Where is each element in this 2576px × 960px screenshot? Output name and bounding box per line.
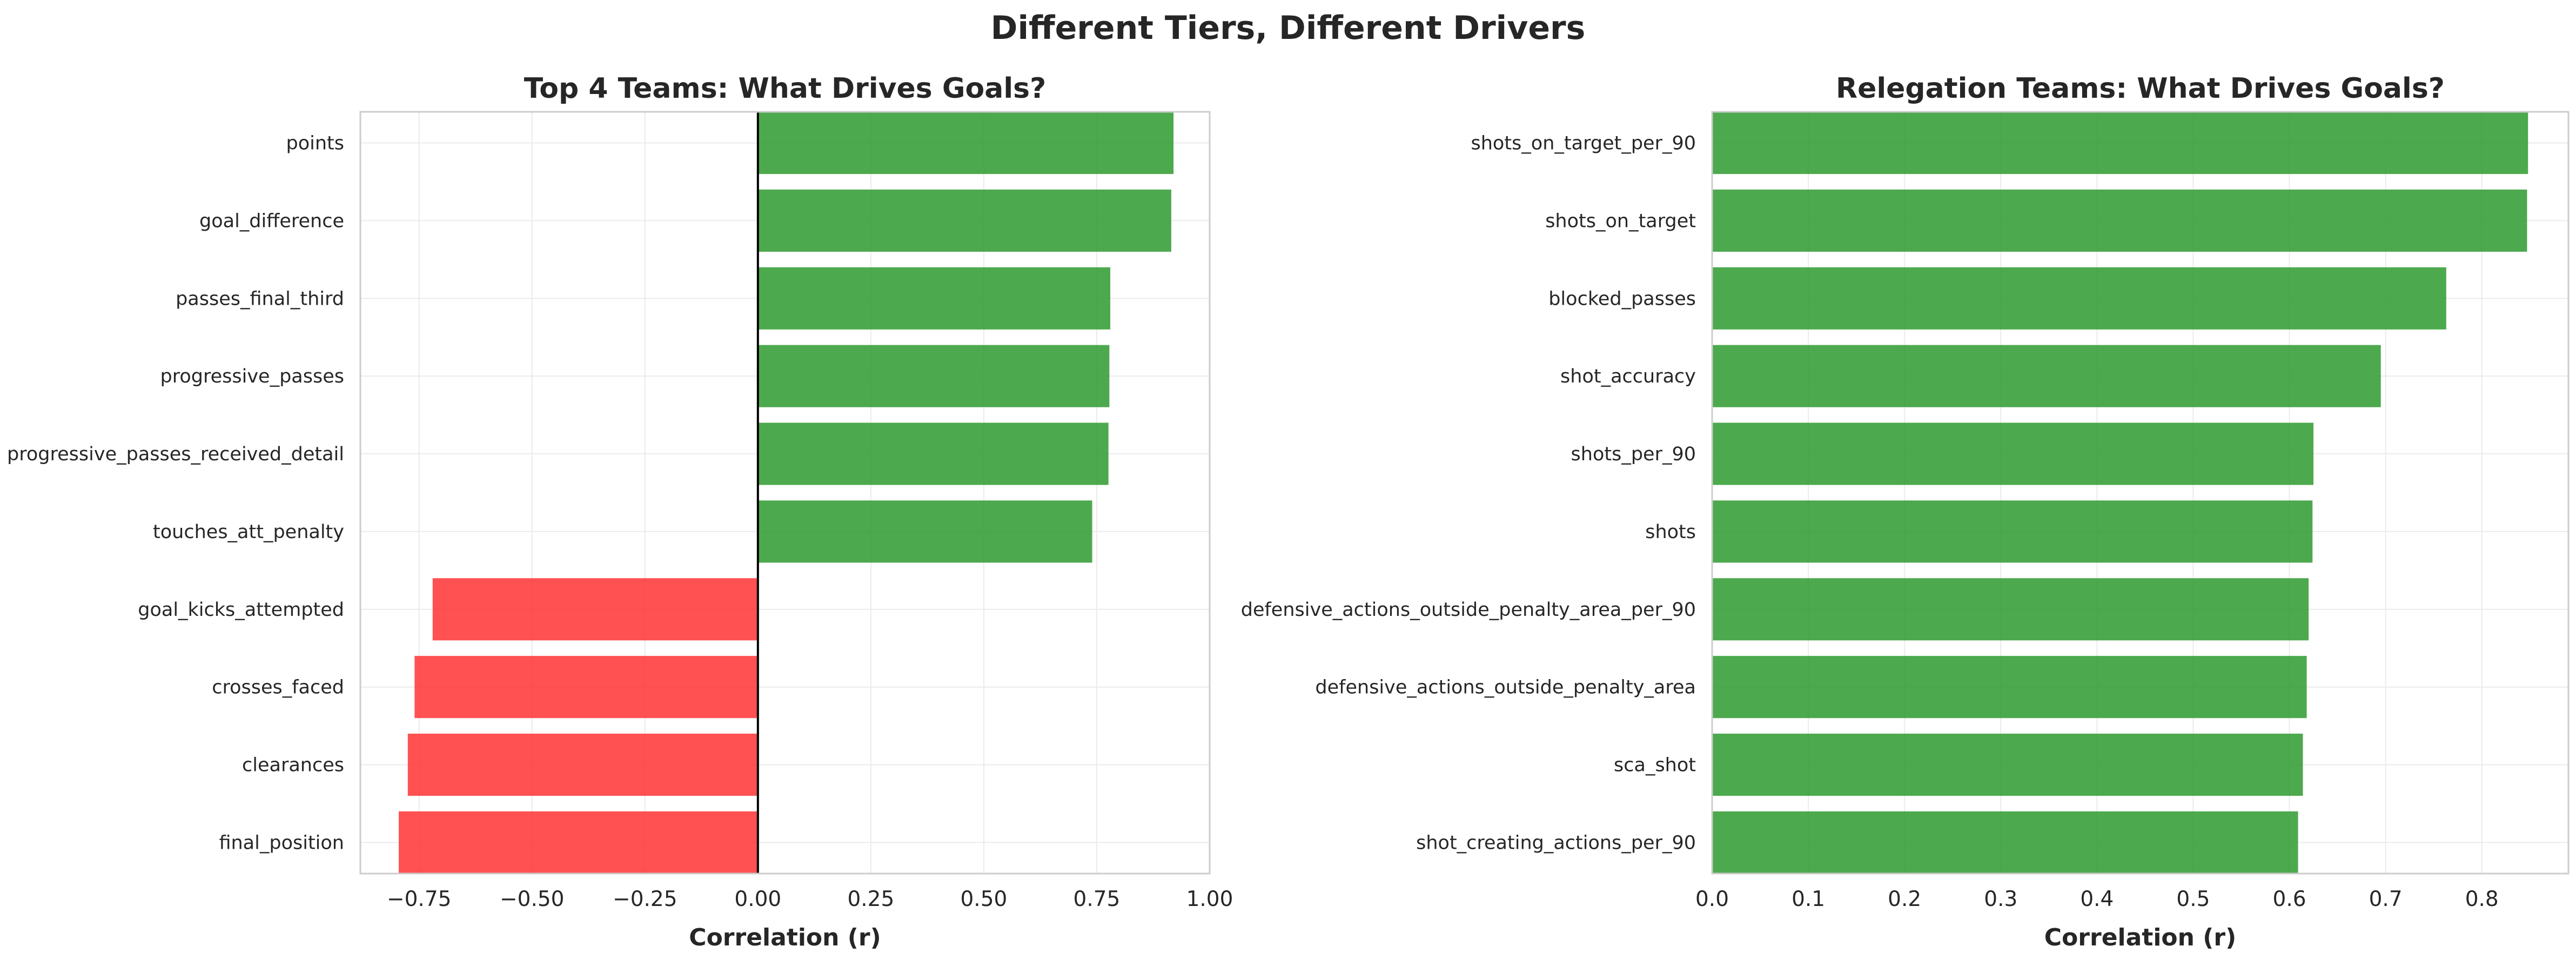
relegation-xtick-label-5: 0.5 [2176,887,2210,911]
top4-xtick-label-6: 0.75 [1074,887,1121,911]
top4-xtick-label-0: −0.75 [387,887,452,911]
top4-xtick-label-5: 0.50 [960,887,1007,911]
top4-ytick-label-2: passes_final_third [176,288,344,310]
top4-ytick-label-4: progressive_passes_received_detail [7,444,344,465]
top4-xtick-label-3: 0.00 [734,887,781,911]
top4-bar-points [757,112,1174,174]
relegation-plot-frame [1711,111,2570,875]
relegation-bar-sca_shot [1712,734,2303,796]
relegation-ytick-label-4: shots_per_90 [1571,444,1696,465]
top4-bar-goal_kicks_attempted [432,578,758,641]
relegation-chart-panel: Relegation Teams: What Drives Goals? shot… [1241,72,2570,951]
relegation-bar-defensive_actions_outside_penalty_area [1712,656,2307,719]
relegation-bar-shots_per_90 [1712,422,2314,485]
relegation-xtick-label-1: 0.1 [1792,887,1825,911]
relegation-xtick-label-6: 0.6 [2273,887,2306,911]
top4-ytick-label-1: goal_difference [199,210,344,232]
top4-ytick-label-8: clearances [242,755,344,776]
relegation-chart-title: Relegation Teams: What Drives Goals? [1836,72,2445,105]
relegation-bar-shot_accuracy [1712,345,2381,407]
top4-plot-frame [359,111,1211,875]
relegation-xtick-label-8: 0.8 [2465,887,2499,911]
top4-ytick-label-7: crosses_faced [212,677,344,699]
top4-bar-goal_difference [757,189,1171,252]
top4-ytick-label-3: progressive_passes [160,366,344,387]
top4-chart-panel: Top 4 Teams: What Drives Goals? points goa… [7,72,1233,951]
relegation-bar-shot_creating_actions_per_90 [1712,811,2298,874]
top4-bar-touches_att_penalty [757,500,1092,563]
top4-bar-clearances [407,734,758,796]
figure-title: Different Tiers, Different Drivers [991,9,1586,47]
relegation-ytick-label-7: defensive_actions_outside_penalty_area [1315,677,1696,699]
top4-bar-progressive_passes_received_detail [757,422,1109,485]
top4-xtick-label-1: −0.50 [500,887,565,911]
relegation-bar-blocked_passes [1712,267,2446,330]
top4-x-axis-label: Correlation (r) [689,924,881,951]
relegation-xtick-label-7: 0.7 [2369,887,2403,911]
top4-chart-title: Top 4 Teams: What Drives Goals? [524,72,1046,105]
top4-ytick-label-6: goal_kicks_attempted [138,599,344,621]
relegation-bar-shots_on_target [1712,189,2527,252]
relegation-ytick-label-9: shot_creating_actions_per_90 [1416,832,1696,854]
relegation-x-axis-label: Correlation (r) [2044,924,2236,951]
top4-bar-progressive_passes [757,345,1110,407]
top4-bar-crosses_faced [414,656,758,719]
relegation-bar-defensive_actions_outside_penalty_area_per_90 [1712,578,2309,641]
relegation-xtick-label-2: 0.2 [1888,887,1921,911]
relegation-ytick-label-1: shots_on_target [1545,210,1696,232]
top4-ytick-label-9: final_position [219,832,344,854]
relegation-ytick-label-0: shots_on_target_per_90 [1471,133,1696,155]
top4-xtick-label-4: 0.25 [847,887,894,911]
relegation-ytick-label-6: defensive_actions_outside_penalty_area_p… [1241,599,1696,621]
relegation-xtick-label-0: 0.0 [1695,887,1729,911]
relegation-xtick-label-4: 0.4 [2080,887,2114,911]
top4-xtick-label-2: −0.25 [613,887,677,911]
top4-bar-passes_final_third [757,267,1111,330]
relegation-ytick-label-2: blocked_passes [1548,288,1696,310]
relegation-xtick-label-3: 0.3 [1984,887,2017,911]
top4-bar-final_position [399,811,758,874]
top4-xtick-label-7: 1.00 [1186,887,1233,911]
relegation-ytick-label-5: shots [1645,521,1696,543]
top4-ytick-label-0: points [286,133,345,155]
relegation-bar-shots_on_target_per_90 [1712,112,2528,174]
top4-ytick-label-5: touches_att_penalty [153,521,344,543]
relegation-ytick-label-8: sca_shot [1614,755,1696,776]
relegation-ytick-label-3: shot_accuracy [1560,366,1696,387]
relegation-bar-shots [1712,500,2313,563]
